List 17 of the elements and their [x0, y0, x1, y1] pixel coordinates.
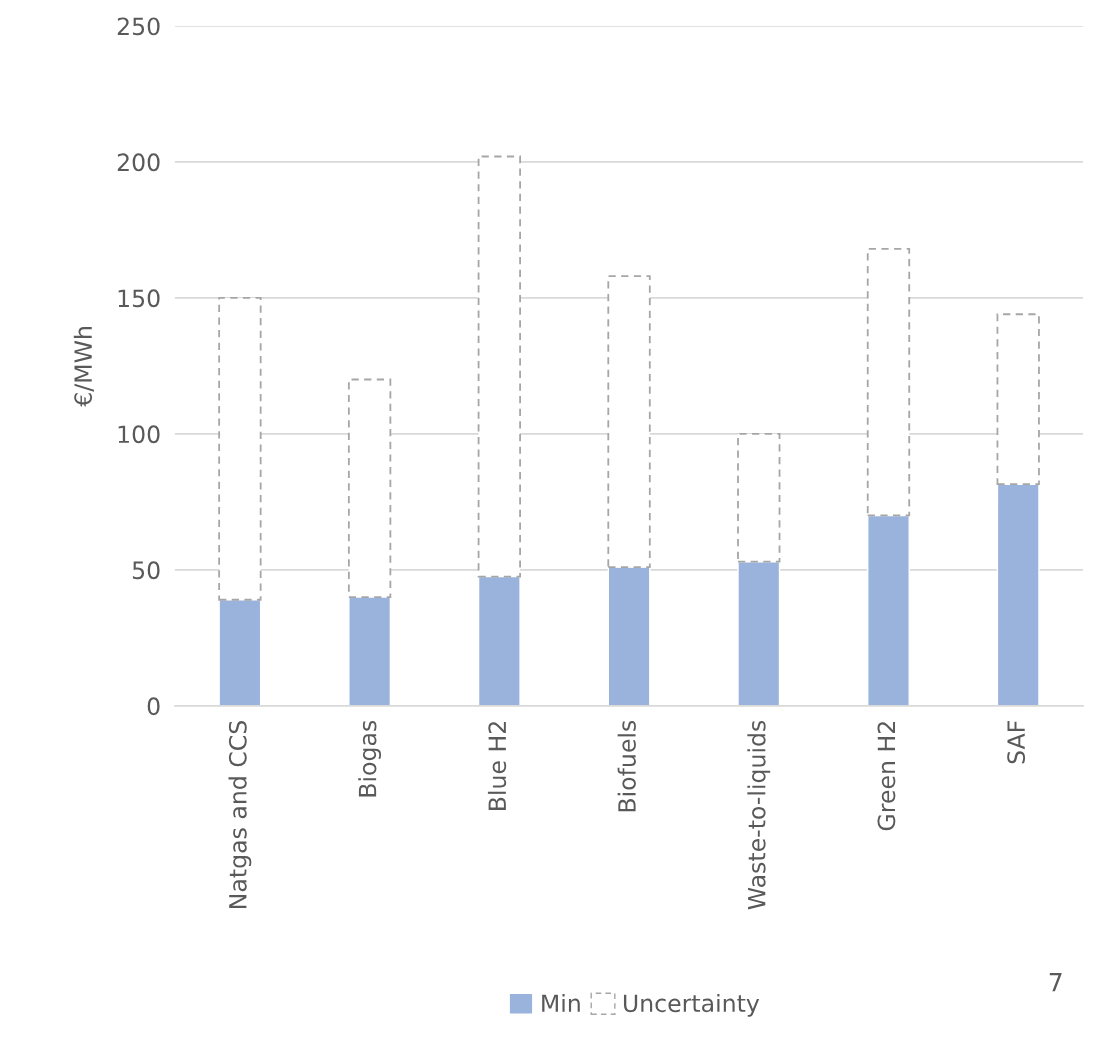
x-tick-label: Natgas and CCS — [228, 721, 252, 908]
y-tick-label: 250 — [117, 17, 160, 36]
legend-label: Min — [542, 993, 580, 1012]
x-tick-label: Blue H2 — [487, 722, 507, 810]
x-tick-label: Biofuels — [617, 720, 636, 812]
x-tick-label: Biogas — [358, 720, 382, 797]
y-tick-label: 100 — [118, 425, 160, 444]
x-tick-label: Waste-to-liquids — [747, 720, 771, 910]
legend-label: Uncertainty — [623, 993, 760, 1017]
x-tick-label: Green H2 — [877, 722, 896, 831]
x-tick-label: SAF — [1007, 721, 1026, 764]
text: 7 — [1049, 973, 1062, 992]
y-tick-label: 50 — [132, 561, 160, 580]
y-tick-label: 0 — [147, 697, 160, 716]
y-tick-label: 150 — [118, 289, 160, 308]
y-tick-label: 200 — [117, 153, 160, 172]
y-axis-title: €/MWh — [73, 327, 94, 407]
